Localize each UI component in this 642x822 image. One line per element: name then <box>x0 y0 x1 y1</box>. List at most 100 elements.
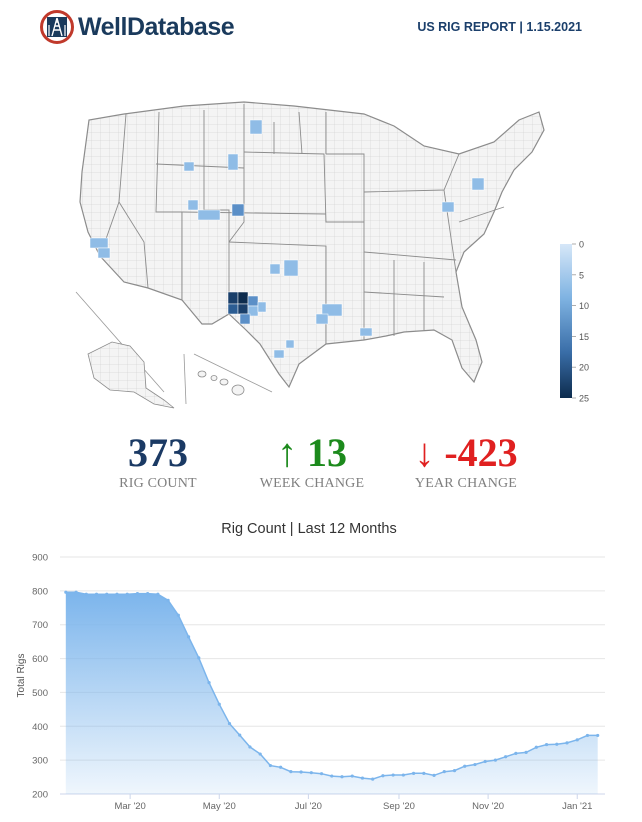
data-point <box>84 592 88 596</box>
legend-tick-label: 20 <box>579 363 589 373</box>
data-point <box>207 681 211 685</box>
data-point <box>565 741 569 745</box>
logo-word-well: Well <box>78 12 127 41</box>
data-point <box>360 776 365 780</box>
data-point <box>371 777 375 781</box>
data-point <box>217 702 221 706</box>
contiguous-us-shape <box>79 101 545 389</box>
data-point <box>422 771 426 775</box>
data-point <box>156 592 160 596</box>
data-point <box>473 762 477 767</box>
derrick-logo-icon <box>40 10 74 44</box>
data-point <box>258 752 262 756</box>
data-point <box>596 733 600 738</box>
data-point <box>391 773 395 777</box>
year-change-stat: ↓ -423 YEAR CHANGE <box>386 430 546 492</box>
data-point <box>176 613 180 617</box>
header: WellDatabase US RIG REPORT | 1.15.2021 <box>0 0 642 56</box>
data-point <box>514 751 518 755</box>
data-point <box>401 773 405 777</box>
week-change-label: WEEK CHANGE <box>259 476 365 491</box>
y-tick-label: 200 <box>32 790 48 801</box>
welldatabase-logo[interactable]: WellDatabase <box>40 10 235 44</box>
y-tick-label: 400 <box>32 722 48 733</box>
up-arrow-icon: ↑ <box>277 430 297 475</box>
week-change-value: 13 <box>307 430 347 475</box>
x-tick-label: Nov '20 <box>472 801 504 812</box>
data-point <box>268 763 273 768</box>
report-title: US RIG REPORT | 1.15.2021 <box>417 20 582 34</box>
y-tick-label: 800 <box>32 586 48 597</box>
data-point <box>493 758 498 762</box>
y-tick-label: 300 <box>32 756 48 767</box>
x-tick-label: Mar '20 <box>114 801 145 812</box>
data-point <box>146 591 150 596</box>
y-tick-label: 900 <box>32 553 48 564</box>
data-point <box>166 598 170 602</box>
legend-tick-label: 10 <box>579 301 589 311</box>
data-point <box>330 774 334 778</box>
data-point <box>299 770 303 774</box>
data-point <box>94 592 99 596</box>
legend-gradient-bar <box>560 244 572 398</box>
stats-row: 373 RIG COUNT ↑ 13 WEEK CHANGE ↓ -423 YE… <box>0 430 642 500</box>
alaska-shape <box>87 341 175 409</box>
x-tick-label: Sep '20 <box>383 801 415 812</box>
data-point <box>64 590 68 594</box>
x-tick-label: Jul '20 <box>295 801 322 812</box>
hawaii-shape <box>197 370 245 396</box>
data-point <box>340 775 344 779</box>
data-point <box>544 742 549 747</box>
legend-tick-label: 25 <box>579 394 589 403</box>
down-arrow-icon: ↓ <box>414 430 435 475</box>
rig-activity-counties <box>89 119 485 359</box>
data-point <box>227 721 232 726</box>
data-point <box>432 773 436 777</box>
rig-count-label: RIG COUNT <box>119 476 197 491</box>
data-point <box>115 592 119 596</box>
rig-count-stat: 373 RIG COUNT <box>78 430 238 492</box>
data-point <box>289 770 293 774</box>
rig-count-chart[interactable]: 200 300 400 500 600 700 800 900 Mar '20 May '20 J… <box>0 545 630 817</box>
year-change-label: YEAR CHANGE <box>414 476 518 491</box>
data-point <box>197 656 201 660</box>
us-rig-map[interactable] <box>64 92 564 412</box>
data-point <box>524 750 528 754</box>
data-point <box>483 759 487 764</box>
year-change-value: -423 <box>444 430 518 475</box>
data-point <box>135 591 140 596</box>
data-point <box>248 745 252 749</box>
data-point <box>442 770 446 774</box>
y-tick-label: 700 <box>32 620 48 631</box>
data-point <box>105 592 109 596</box>
data-point <box>381 774 385 778</box>
data-point <box>350 774 354 778</box>
y-axis-label: Total Rigs <box>16 654 27 698</box>
data-point <box>585 733 590 738</box>
data-point <box>555 742 559 746</box>
data-point <box>238 733 242 737</box>
data-point <box>186 635 191 639</box>
x-tick-label: May '20 <box>203 801 236 812</box>
chart-title: Rig Count | Last 12 Months <box>221 521 397 537</box>
week-change-stat: ↑ 13 WEEK CHANGE <box>232 430 392 492</box>
data-point <box>309 771 313 775</box>
data-point <box>452 769 457 773</box>
legend-tick-label: 15 <box>579 332 589 342</box>
rig-count-area <box>65 592 598 794</box>
legend-tick-label: 5 <box>579 270 584 280</box>
data-point <box>125 592 129 596</box>
legend-tick-label: 0 <box>579 240 584 250</box>
data-point <box>463 764 467 768</box>
map-color-legend: 0 5 10 15 20 25 <box>560 240 600 404</box>
data-point <box>279 765 283 769</box>
data-point <box>411 771 416 775</box>
y-tick-label: 500 <box>32 688 48 699</box>
x-tick-label: Jan '21 <box>562 801 592 812</box>
data-point <box>74 590 78 594</box>
data-point <box>534 745 538 749</box>
y-tick-label: 600 <box>32 654 48 665</box>
data-point <box>504 755 508 759</box>
data-point <box>319 772 324 776</box>
data-point <box>575 738 579 742</box>
